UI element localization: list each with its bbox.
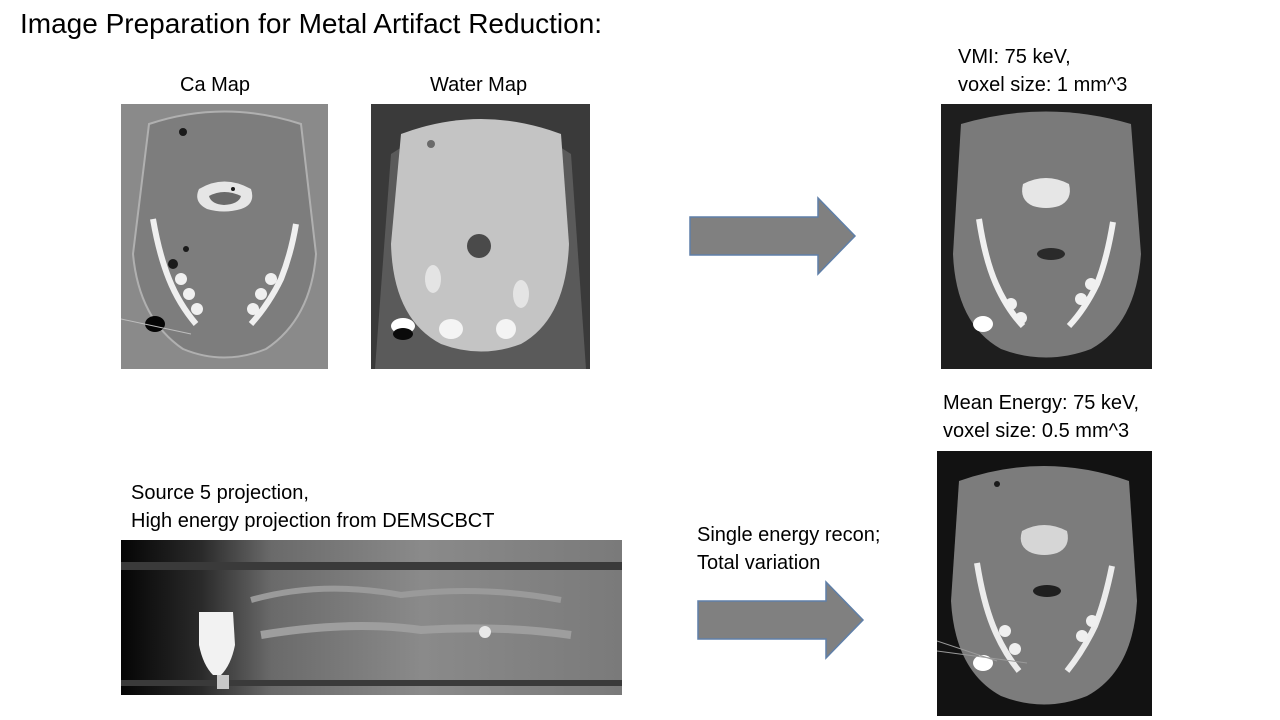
ca-map-image — [121, 104, 328, 369]
projection-caption-line1: Source 5 projection, — [131, 482, 309, 504]
vmi-caption-line2: voxel size: 1 mm^3 — [958, 74, 1128, 96]
process-caption-line2: Total variation — [697, 552, 821, 574]
mean-energy-caption-line1: Mean Energy: 75 keV, — [943, 392, 1140, 414]
vmi-caption-line1: VMI: 75 keV, — [958, 46, 1071, 68]
slide-title: Image Preparation for Metal Artifact Red… — [20, 8, 603, 39]
water-map-label: Water Map — [430, 74, 528, 96]
mean-energy-image — [937, 451, 1152, 716]
process-caption-line1: Single energy recon; — [697, 524, 881, 546]
top-right-arrow — [688, 196, 858, 276]
projection-image — [121, 540, 622, 695]
bottom-right-arrow — [696, 580, 866, 660]
water-map-image — [371, 104, 590, 369]
projection-caption-line2: High energy projection from DEMSCBCT — [131, 510, 495, 532]
mean-energy-caption-line2: voxel size: 0.5 mm^3 — [943, 420, 1130, 442]
vmi-image — [941, 104, 1152, 369]
ca-map-label: Ca Map — [180, 74, 251, 96]
